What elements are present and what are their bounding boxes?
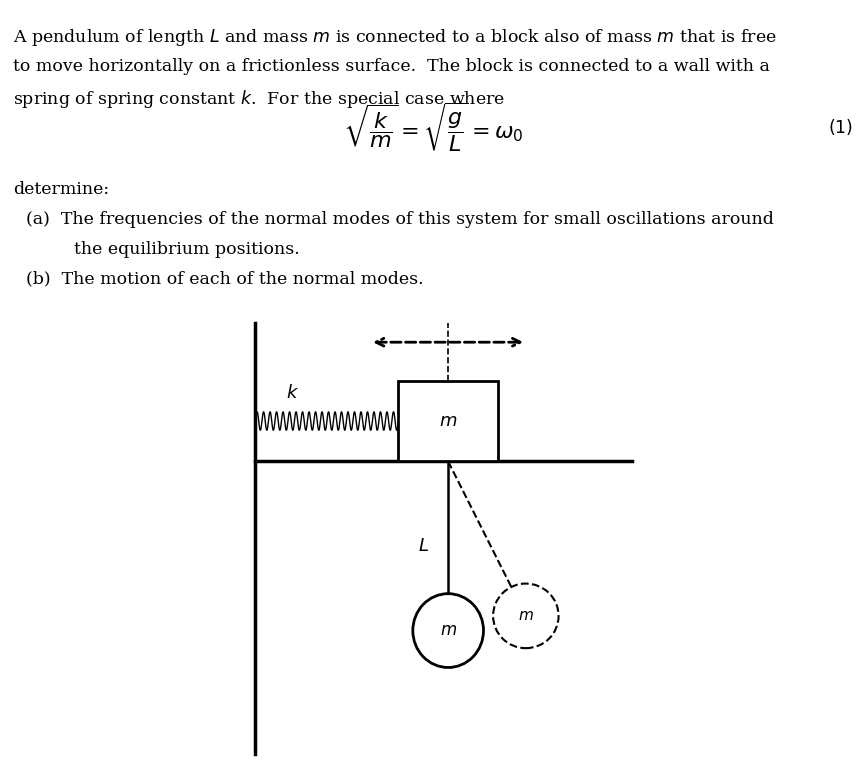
Text: $m$: $m$ — [518, 609, 533, 623]
Text: (a)  The frequencies of the normal modes of this system for small oscillations a: (a) The frequencies of the normal modes … — [26, 211, 774, 228]
Text: A pendulum of length $L$ and mass $m$ is connected to a block also of mass $m$ t: A pendulum of length $L$ and mass $m$ is… — [13, 27, 777, 48]
Ellipse shape — [413, 594, 483, 667]
Text: $\sqrt{\dfrac{k}{m}} = \sqrt{\dfrac{g}{L}} = \omega_0$: $\sqrt{\dfrac{k}{m}} = \sqrt{\dfrac{g}{L… — [343, 100, 523, 154]
Text: the equilibrium positions.: the equilibrium positions. — [74, 241, 300, 258]
Text: $(1)$: $(1)$ — [828, 117, 853, 137]
Text: $m$: $m$ — [439, 412, 457, 430]
Text: determine:: determine: — [13, 181, 109, 198]
Text: $k$: $k$ — [286, 384, 299, 401]
Text: to move horizontally on a frictionless surface.  The block is connected to a wal: to move horizontally on a frictionless s… — [13, 58, 770, 75]
Text: $m$: $m$ — [440, 622, 456, 639]
Text: spring of spring constant $k$.  For the special case where: spring of spring constant $k$. For the s… — [13, 88, 505, 111]
Text: (b)  The motion of each of the normal modes.: (b) The motion of each of the normal mod… — [26, 271, 423, 288]
Text: $L$: $L$ — [418, 537, 430, 555]
Ellipse shape — [493, 584, 559, 648]
Bar — [398, 381, 498, 461]
